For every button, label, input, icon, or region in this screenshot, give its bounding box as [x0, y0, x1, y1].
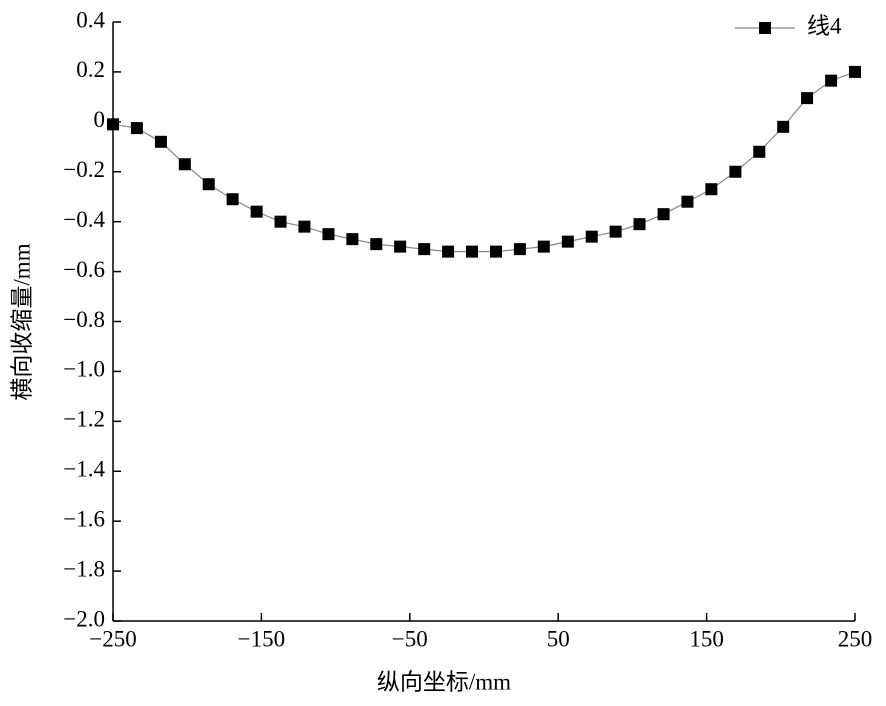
point-marker — [585, 230, 598, 243]
point-marker — [202, 178, 215, 191]
point-marker — [777, 120, 790, 133]
y-tick-label: −1.4 — [63, 457, 105, 482]
y-tick-label: −1.8 — [63, 556, 105, 581]
y-tick-label: 0 — [94, 107, 106, 132]
point-marker — [825, 74, 838, 87]
point-marker — [849, 65, 861, 78]
y-tick-label: −1.6 — [63, 506, 105, 531]
point-marker — [130, 122, 143, 135]
point-marker — [801, 92, 814, 105]
point-marker — [681, 195, 694, 208]
point-marker — [226, 193, 239, 206]
point-marker — [705, 183, 718, 196]
point-marker — [178, 158, 191, 171]
series-line — [112, 71, 856, 253]
x-tick-label: 250 — [838, 626, 873, 651]
y-tick-label: −0.6 — [63, 257, 105, 282]
y-axis-label: 横向收缩量/mm — [9, 243, 34, 400]
point-marker — [609, 225, 622, 238]
point-marker — [370, 238, 383, 251]
legend-marker — [759, 22, 771, 34]
x-tick-label: −250 — [89, 626, 136, 651]
x-axis-label: 纵向坐标/mm — [377, 669, 511, 694]
point-marker — [729, 165, 742, 178]
point-marker — [657, 208, 670, 221]
x-tick-label: 50 — [547, 626, 570, 651]
point-marker — [154, 135, 167, 148]
point-marker — [322, 228, 335, 241]
y-tick-label: 0.4 — [76, 7, 105, 32]
point-marker — [561, 235, 574, 248]
y-tick-label: −0.2 — [63, 157, 105, 182]
x-tick-label: −150 — [238, 626, 285, 651]
point-marker — [250, 205, 263, 218]
legend-label: 线4 — [807, 13, 842, 38]
point-marker — [418, 243, 431, 256]
point-marker — [442, 245, 455, 258]
point-marker — [346, 233, 359, 246]
point-marker — [394, 240, 407, 253]
point-marker — [298, 220, 311, 233]
point-marker — [513, 243, 526, 256]
x-tick-label: 150 — [689, 626, 724, 651]
point-marker — [633, 218, 646, 231]
x-tick-label: −50 — [392, 626, 428, 651]
point-marker — [537, 240, 550, 253]
point-marker — [490, 245, 503, 258]
y-tick-label: −1.0 — [63, 357, 105, 382]
y-tick-label: −0.8 — [63, 307, 105, 332]
y-tick-label: 0.2 — [76, 57, 105, 82]
y-tick-label: −1.2 — [63, 407, 105, 432]
point-marker — [465, 245, 478, 258]
point-marker — [274, 215, 287, 228]
point-marker — [753, 145, 766, 158]
y-tick-label: −0.4 — [63, 207, 105, 232]
point-marker — [107, 118, 119, 131]
y-tick-label: −2.0 — [63, 606, 105, 631]
